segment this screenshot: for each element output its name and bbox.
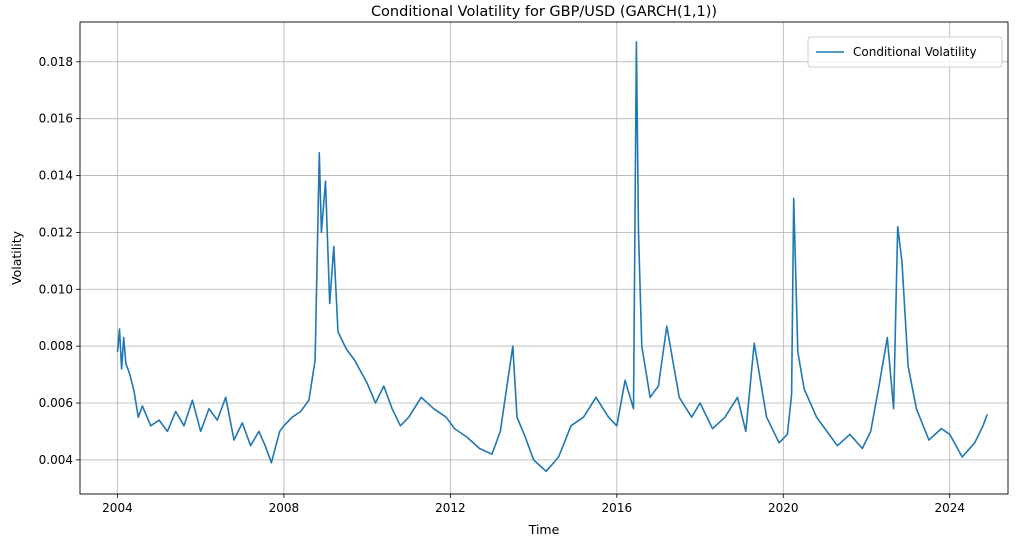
x-tick-label: 2016 [602, 501, 633, 515]
y-tick-label: 0.006 [39, 396, 73, 410]
x-axis-label: Time [528, 522, 560, 537]
series-layer [116, 41, 988, 473]
y-tick-label: 0.010 [39, 282, 73, 296]
tick-layer: 2004 2008 2012 2016 2020 2024 0.004 0.006 0.008 0… [39, 55, 965, 515]
y-tick-label: 0.014 [39, 169, 73, 183]
y-tick-label: 0.012 [39, 225, 73, 239]
chart-title: Conditional Volatility for GBP/USD (GARC… [371, 4, 717, 20]
x-tick-label: 2020 [768, 501, 799, 515]
legend-label: Conditional Volatility [853, 45, 977, 59]
series-line-0 [116, 41, 988, 473]
legend-box [807, 36, 1003, 68]
x-tick-label: 2008 [269, 501, 300, 515]
y-tick-label: 0.008 [39, 339, 73, 353]
legend: Conditional Volatility [807, 36, 1003, 68]
x-tick-label: 2024 [934, 501, 965, 515]
x-tick-label: 2012 [435, 501, 466, 515]
plot-frame [79, 21, 1009, 495]
y-tick-label: 0.004 [39, 453, 73, 467]
y-tick-label: 0.018 [39, 55, 73, 69]
y-tick-label: 0.016 [39, 112, 73, 126]
y-axis-label: Volatility [9, 230, 24, 285]
x-tick-label: 2004 [102, 501, 133, 515]
